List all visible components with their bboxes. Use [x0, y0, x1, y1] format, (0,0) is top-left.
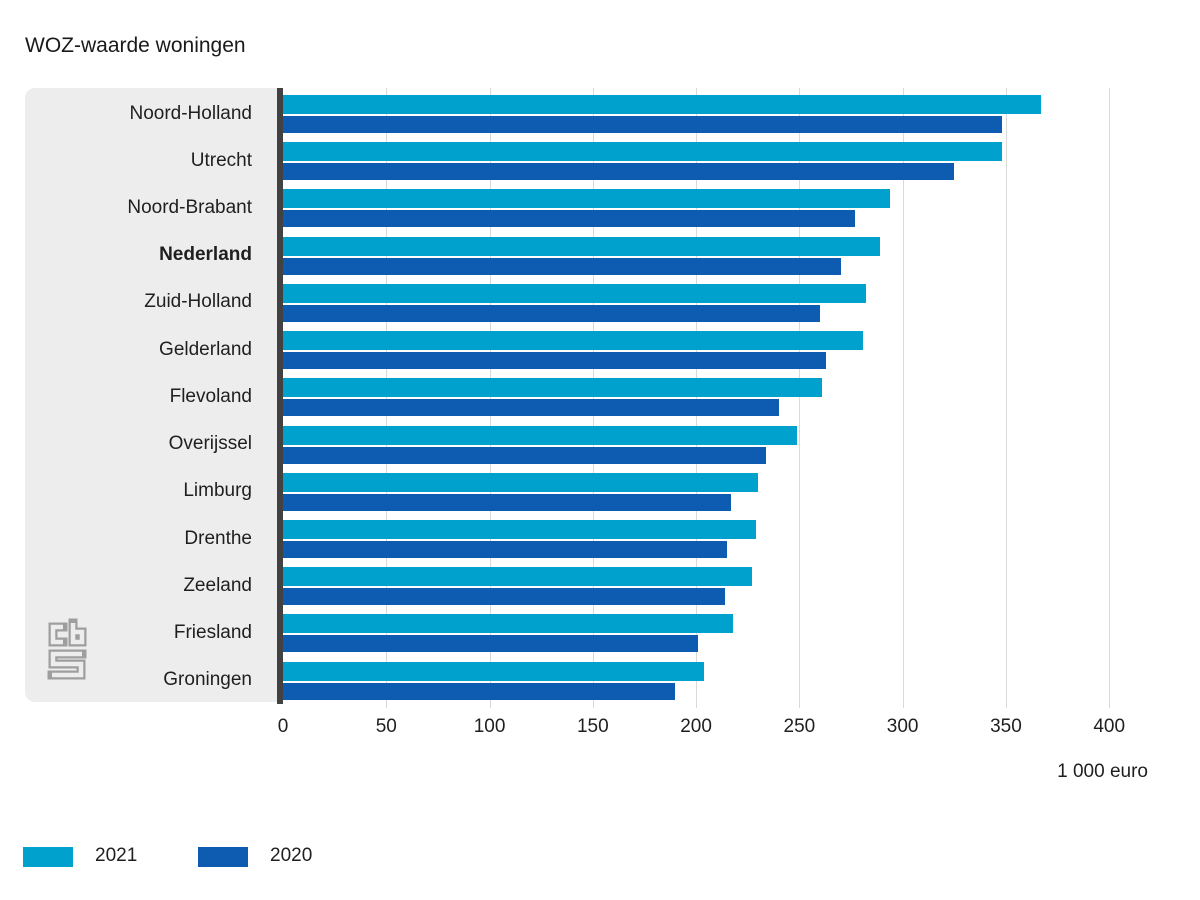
- category-label-nederland: Nederland: [25, 230, 277, 277]
- bar-2021-noord-brabant[interactable]: [283, 189, 891, 209]
- gridline-200: [696, 88, 698, 708]
- cbs-logo-icon: [47, 618, 87, 680]
- bar-row-zeeland: [283, 560, 1148, 607]
- category-label-text: Overijssel: [168, 433, 252, 455]
- gridline-400: [1109, 88, 1111, 708]
- bar-2021-friesland[interactable]: [283, 614, 734, 634]
- bar-row-noord-brabant: [283, 182, 1148, 229]
- gridline-250: [799, 88, 801, 708]
- legend-swatch-2021[interactable]: [23, 847, 73, 867]
- legend-swatch-2020[interactable]: [198, 847, 248, 867]
- bar-row-groningen: [283, 655, 1148, 702]
- gridline-300: [902, 88, 904, 708]
- category-label-text: Noord-Holland: [129, 102, 252, 124]
- bar-2021-limburg[interactable]: [283, 472, 759, 492]
- category-label-text: Drenthe: [184, 527, 252, 549]
- x-axis: 0 50 100 150 200 250 300 350 400: [0, 716, 1200, 742]
- bar-row-flevoland: [283, 371, 1148, 418]
- bar-row-noord-holland: [283, 88, 1148, 135]
- bar-2020-gelderland[interactable]: [283, 352, 827, 370]
- bar-2020-flevoland[interactable]: [283, 399, 779, 417]
- gridline-150: [592, 88, 594, 708]
- bar-2021-noord-holland[interactable]: [283, 95, 1041, 114]
- category-label-overijssel: Overijssel: [25, 419, 277, 466]
- y-axis-line: [277, 88, 283, 704]
- category-label-flevoland: Flevoland: [25, 371, 277, 418]
- category-label-text: Flevoland: [169, 385, 252, 407]
- bar-2020-noord-brabant[interactable]: [283, 210, 856, 228]
- x-tick-label-300: 300: [886, 716, 919, 737]
- bar-2020-overijssel[interactable]: [283, 446, 767, 464]
- x-axis-unit-label: 1 000 euro: [1057, 761, 1148, 782]
- category-label-text: Groningen: [163, 669, 252, 691]
- category-label-text: Zuid-Holland: [144, 291, 252, 313]
- category-label-limburg: Limburg: [25, 466, 277, 513]
- category-label-text: Limburg: [183, 480, 252, 502]
- bar-chart: Noord-Holland Utrecht Noord-Brabant Nederla…: [25, 88, 1148, 708]
- category-label-groningen: Groningen: [25, 655, 277, 702]
- bar-2021-nederland[interactable]: [283, 236, 880, 256]
- category-label-text: Utrecht: [190, 149, 252, 171]
- bar-2020-groningen[interactable]: [283, 682, 676, 700]
- category-label-drenthe: Drenthe: [25, 513, 277, 560]
- bar-row-gelderland: [283, 324, 1148, 371]
- x-tick-label-0: 0: [277, 716, 289, 737]
- bar-2020-drenthe[interactable]: [283, 540, 728, 558]
- legend-label-2020[interactable]: 2020: [270, 845, 313, 866]
- bar-row-utrecht: [283, 135, 1148, 182]
- category-label-text: Zeeland: [183, 574, 252, 596]
- category-label-friesland: Friesland: [25, 607, 277, 654]
- category-label-gelderland: Gelderland: [25, 324, 277, 371]
- category-label-zuid-holland: Zuid-Holland: [25, 277, 277, 324]
- chart-title: WOZ-waarde woningen: [25, 34, 246, 58]
- bar-2021-drenthe[interactable]: [283, 519, 756, 539]
- gridline-350: [1005, 88, 1007, 708]
- category-label-text: Gelderland: [159, 338, 252, 360]
- category-label-text: Noord-Brabant: [127, 197, 252, 219]
- bar-row-nederland: [283, 230, 1148, 277]
- bar-2020-zeeland[interactable]: [283, 588, 725, 606]
- x-tick-label-400: 400: [1093, 716, 1126, 737]
- plot-area: [283, 88, 1148, 708]
- bar-2020-friesland[interactable]: [283, 635, 699, 653]
- category-label-panel: Noord-Holland Utrecht Noord-Brabant Nederla…: [25, 88, 277, 702]
- bar-2020-utrecht[interactable]: [283, 163, 955, 181]
- category-label-text: Nederland: [159, 244, 252, 266]
- bar-2020-noord-holland[interactable]: [283, 116, 1002, 133]
- category-labels: Noord-Holland Utrecht Noord-Brabant Nederla…: [25, 88, 277, 702]
- bar-2021-overijssel[interactable]: [283, 425, 798, 445]
- x-tick-label-150: 150: [576, 716, 609, 737]
- bar-row-friesland: [283, 607, 1148, 654]
- category-label-noord-brabant: Noord-Brabant: [25, 182, 277, 229]
- bar-row-zuid-holland: [283, 277, 1148, 324]
- bar-2020-zuid-holland[interactable]: [283, 304, 820, 322]
- bar-2021-zuid-holland[interactable]: [283, 283, 866, 303]
- gridline-100: [489, 88, 491, 708]
- category-label-utrecht: Utrecht: [25, 135, 277, 182]
- bar-2021-utrecht[interactable]: [283, 142, 1002, 162]
- bar-2021-gelderland[interactable]: [283, 331, 864, 351]
- bar-row-overijssel: [283, 419, 1148, 466]
- x-tick-label-350: 350: [990, 716, 1022, 737]
- bar-2020-nederland[interactable]: [283, 257, 841, 275]
- x-tick-label-200: 200: [680, 716, 712, 737]
- gridline-50: [386, 88, 388, 708]
- legend: 2021 2020: [0, 845, 1200, 871]
- x-tick-label-50: 50: [375, 716, 397, 737]
- category-label-noord-holland: Noord-Holland: [25, 88, 277, 135]
- legend-label-2021[interactable]: 2021: [95, 845, 138, 866]
- bar-2020-limburg[interactable]: [283, 493, 732, 511]
- bar-row-drenthe: [283, 513, 1148, 560]
- bar-2021-zeeland[interactable]: [283, 567, 752, 587]
- bar-2021-groningen[interactable]: [283, 661, 705, 681]
- bar-row-limburg: [283, 466, 1148, 513]
- bar-2021-flevoland[interactable]: [283, 378, 823, 398]
- x-tick-label-250: 250: [783, 716, 816, 737]
- x-tick-label-100: 100: [473, 716, 506, 737]
- category-label-text: Friesland: [173, 622, 252, 644]
- category-label-zeeland: Zeeland: [25, 560, 277, 607]
